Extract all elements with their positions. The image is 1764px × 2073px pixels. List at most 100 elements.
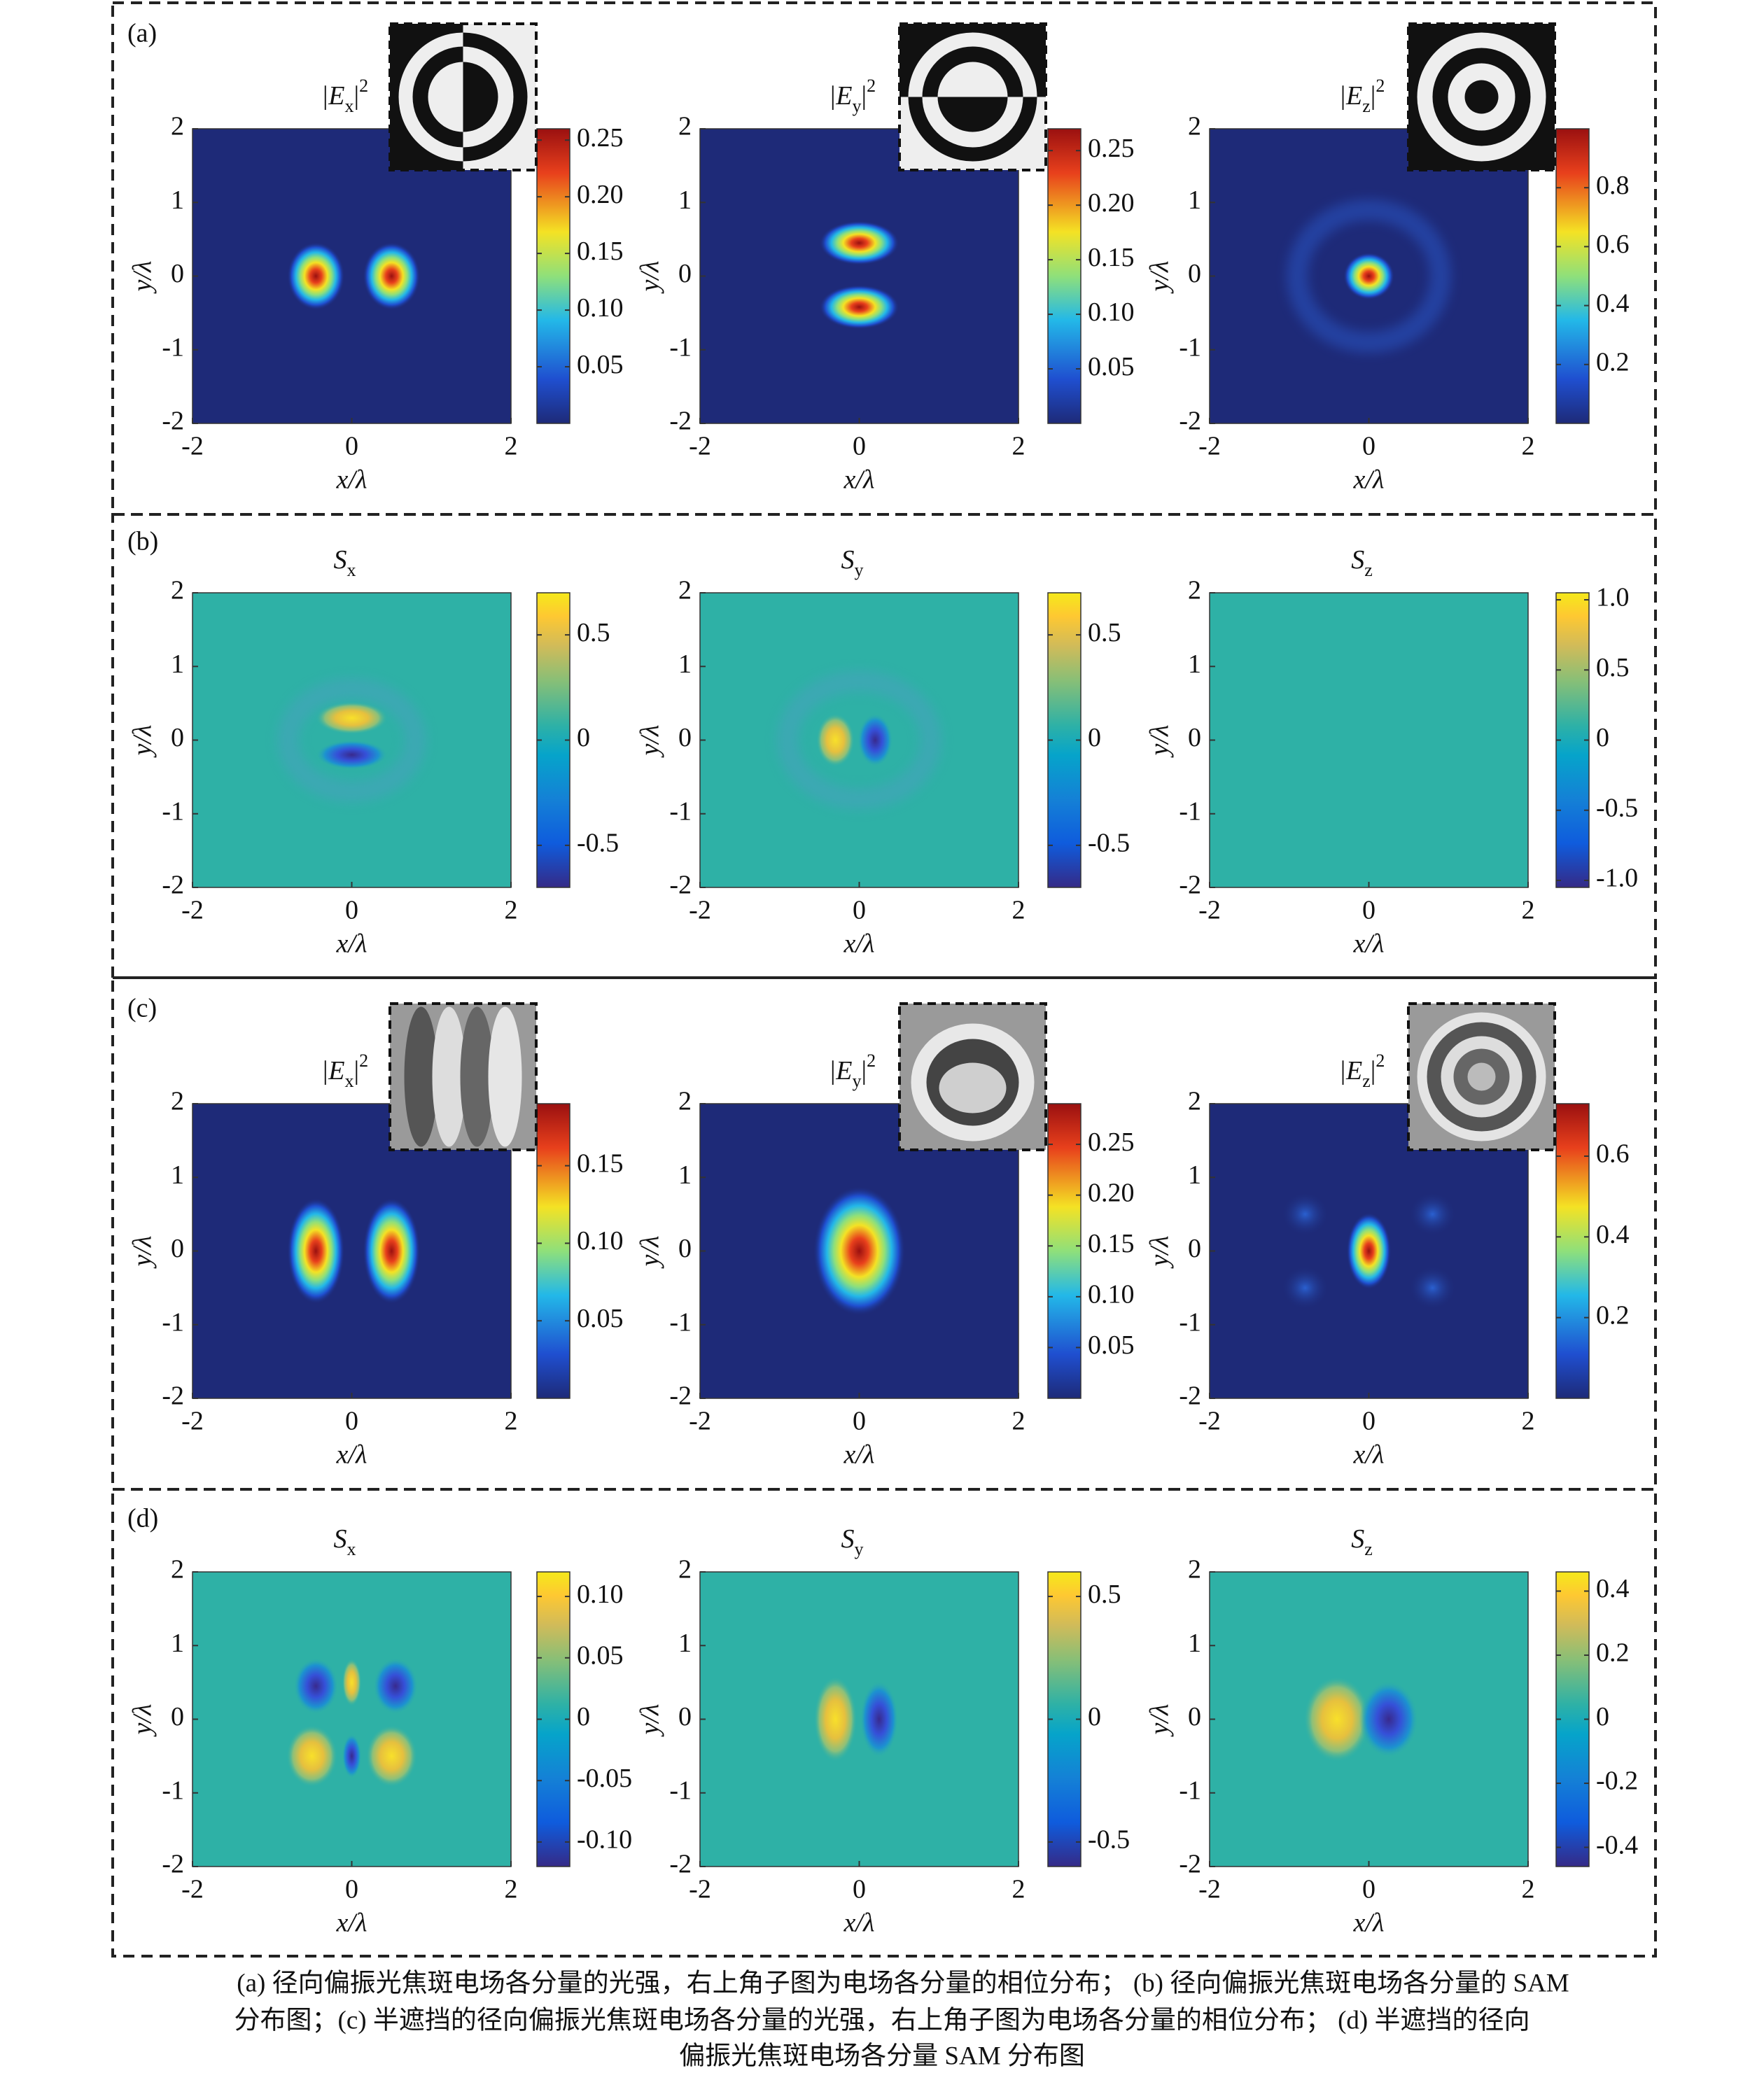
colorbar-tick-label: 0.05 (1088, 352, 1135, 381)
x-tick-label: -2 (689, 1407, 711, 1436)
field-blob (287, 242, 345, 310)
inset-frame (1407, 1002, 1556, 1151)
heatmap (700, 1104, 1018, 1398)
chart-title-part: | (354, 81, 360, 111)
phase-inset (388, 1002, 538, 1151)
colorbar-tick-label: 0.05 (577, 1641, 624, 1671)
colorbar-tick-label: -0.4 (1596, 1830, 1638, 1860)
inset-frame (388, 1002, 538, 1151)
y-tick-label: 1 (678, 185, 692, 215)
field-background (192, 1104, 511, 1398)
colorbar-tick-label: 0.2 (1596, 1300, 1630, 1330)
inset-ring (1464, 80, 1499, 114)
y-tick-label: 1 (678, 649, 692, 679)
y-tick-label: 0 (171, 1234, 184, 1263)
chart-title: |Ez|2 (1339, 1050, 1385, 1091)
heatmap (700, 1572, 1018, 1867)
panel-label: (d) (127, 1504, 158, 1533)
colorbar-tick-label: -0.05 (577, 1764, 632, 1793)
colorbar (536, 592, 570, 888)
colorbar-tick-label: -0.5 (577, 829, 619, 858)
field-blob (1343, 252, 1394, 300)
y-tick-label: 2 (171, 112, 184, 141)
field-background (192, 593, 511, 887)
y-tick-label: -2 (1179, 407, 1201, 436)
colorbar (1555, 1103, 1590, 1399)
x-tick-label: -2 (1198, 1875, 1221, 1904)
y-tick-label: 0 (678, 259, 692, 288)
phase-inset (388, 22, 538, 171)
field-blob (363, 242, 421, 310)
chart-title: Sx (334, 1524, 356, 1560)
y-tick-label: 1 (171, 649, 184, 679)
colorbar-tick-label: 0.25 (1088, 134, 1135, 163)
y-axis-label: y/λ (636, 1236, 665, 1270)
x-tick-label: 2 (1012, 896, 1026, 925)
field-blob (1408, 1265, 1457, 1310)
y-tick-label: 2 (171, 1555, 184, 1584)
y-tick-label: -1 (669, 796, 692, 826)
colorbar-tick-label: 1.0 (1596, 583, 1630, 612)
group-frame (111, 1488, 1657, 1958)
chart-title-part: x (347, 1539, 356, 1559)
chart-title-part: 2 (1376, 76, 1385, 96)
colorbar-tick-label: 0.15 (1088, 243, 1135, 272)
inset-ring (1467, 1062, 1496, 1091)
colorbar (536, 1103, 570, 1399)
x-axis-label: x/λ (336, 1909, 368, 1938)
x-tick-label: 0 (1362, 1875, 1376, 1904)
chart-title-part: S (841, 545, 855, 575)
chart-title-part: z (1364, 560, 1373, 580)
field-ring (1287, 199, 1451, 353)
y-tick-label: 2 (678, 1087, 692, 1116)
colorbar (1047, 128, 1082, 424)
chart-title-part: | (862, 1056, 867, 1085)
y-tick-label: 1 (678, 1160, 692, 1190)
y-tick-label: 1 (171, 1629, 184, 1658)
chart-title-part: S (841, 1524, 855, 1554)
field-blob (1359, 1680, 1419, 1758)
chart-title-part: S (1351, 545, 1364, 575)
chart-title: |Ez|2 (1339, 76, 1385, 116)
y-tick-label: -2 (669, 1382, 692, 1411)
colorbar-tick-label: 0.4 (1596, 1574, 1630, 1603)
heatmap (192, 1572, 511, 1867)
y-axis-label: y/λ (636, 1704, 665, 1738)
x-tick-label: 2 (1522, 432, 1535, 461)
y-axis-label: y/λ (636, 261, 665, 295)
colorbar-tick-label: -0.5 (1596, 793, 1638, 822)
field-blob (342, 1734, 362, 1778)
y-axis-label: y/λ (1145, 261, 1175, 295)
x-tick-label: -2 (181, 432, 204, 461)
field-blob (819, 220, 899, 265)
chart-title-part: z (1362, 96, 1371, 116)
field-blob (858, 713, 893, 767)
x-tick-label: 2 (505, 896, 518, 925)
colorbar (1047, 592, 1082, 888)
inset-split (463, 24, 536, 170)
field-blob (819, 285, 899, 330)
heatmap (192, 129, 511, 423)
chart-title-part: y (853, 1071, 862, 1091)
x-tick-label: 0 (1362, 432, 1376, 461)
chart-title-part: z (1364, 1539, 1373, 1559)
x-tick-label: 0 (853, 432, 866, 461)
colorbar-tick-label: 0 (1088, 723, 1101, 752)
y-tick-label: -1 (162, 1307, 184, 1337)
chart-title: |Ey|2 (829, 76, 876, 116)
chart-title-part: x (347, 560, 356, 580)
y-tick-label: 1 (171, 1160, 184, 1190)
colorbar-tick-label: -0.10 (577, 1825, 632, 1855)
y-tick-label: -2 (669, 1850, 692, 1879)
field-background (700, 129, 1018, 423)
inset-frame (898, 22, 1047, 171)
x-tick-label: 0 (853, 896, 866, 925)
y-tick-label: 0 (171, 1702, 184, 1731)
x-axis-label: x/λ (336, 929, 368, 959)
colorbar (1047, 1103, 1082, 1399)
colorbar-tick-label: 0.10 (577, 293, 624, 323)
chart-title-part: | (354, 1056, 360, 1085)
colorbar (1555, 128, 1590, 424)
chart-title: |Ex|2 (321, 1050, 368, 1091)
colorbar (1047, 1571, 1082, 1867)
